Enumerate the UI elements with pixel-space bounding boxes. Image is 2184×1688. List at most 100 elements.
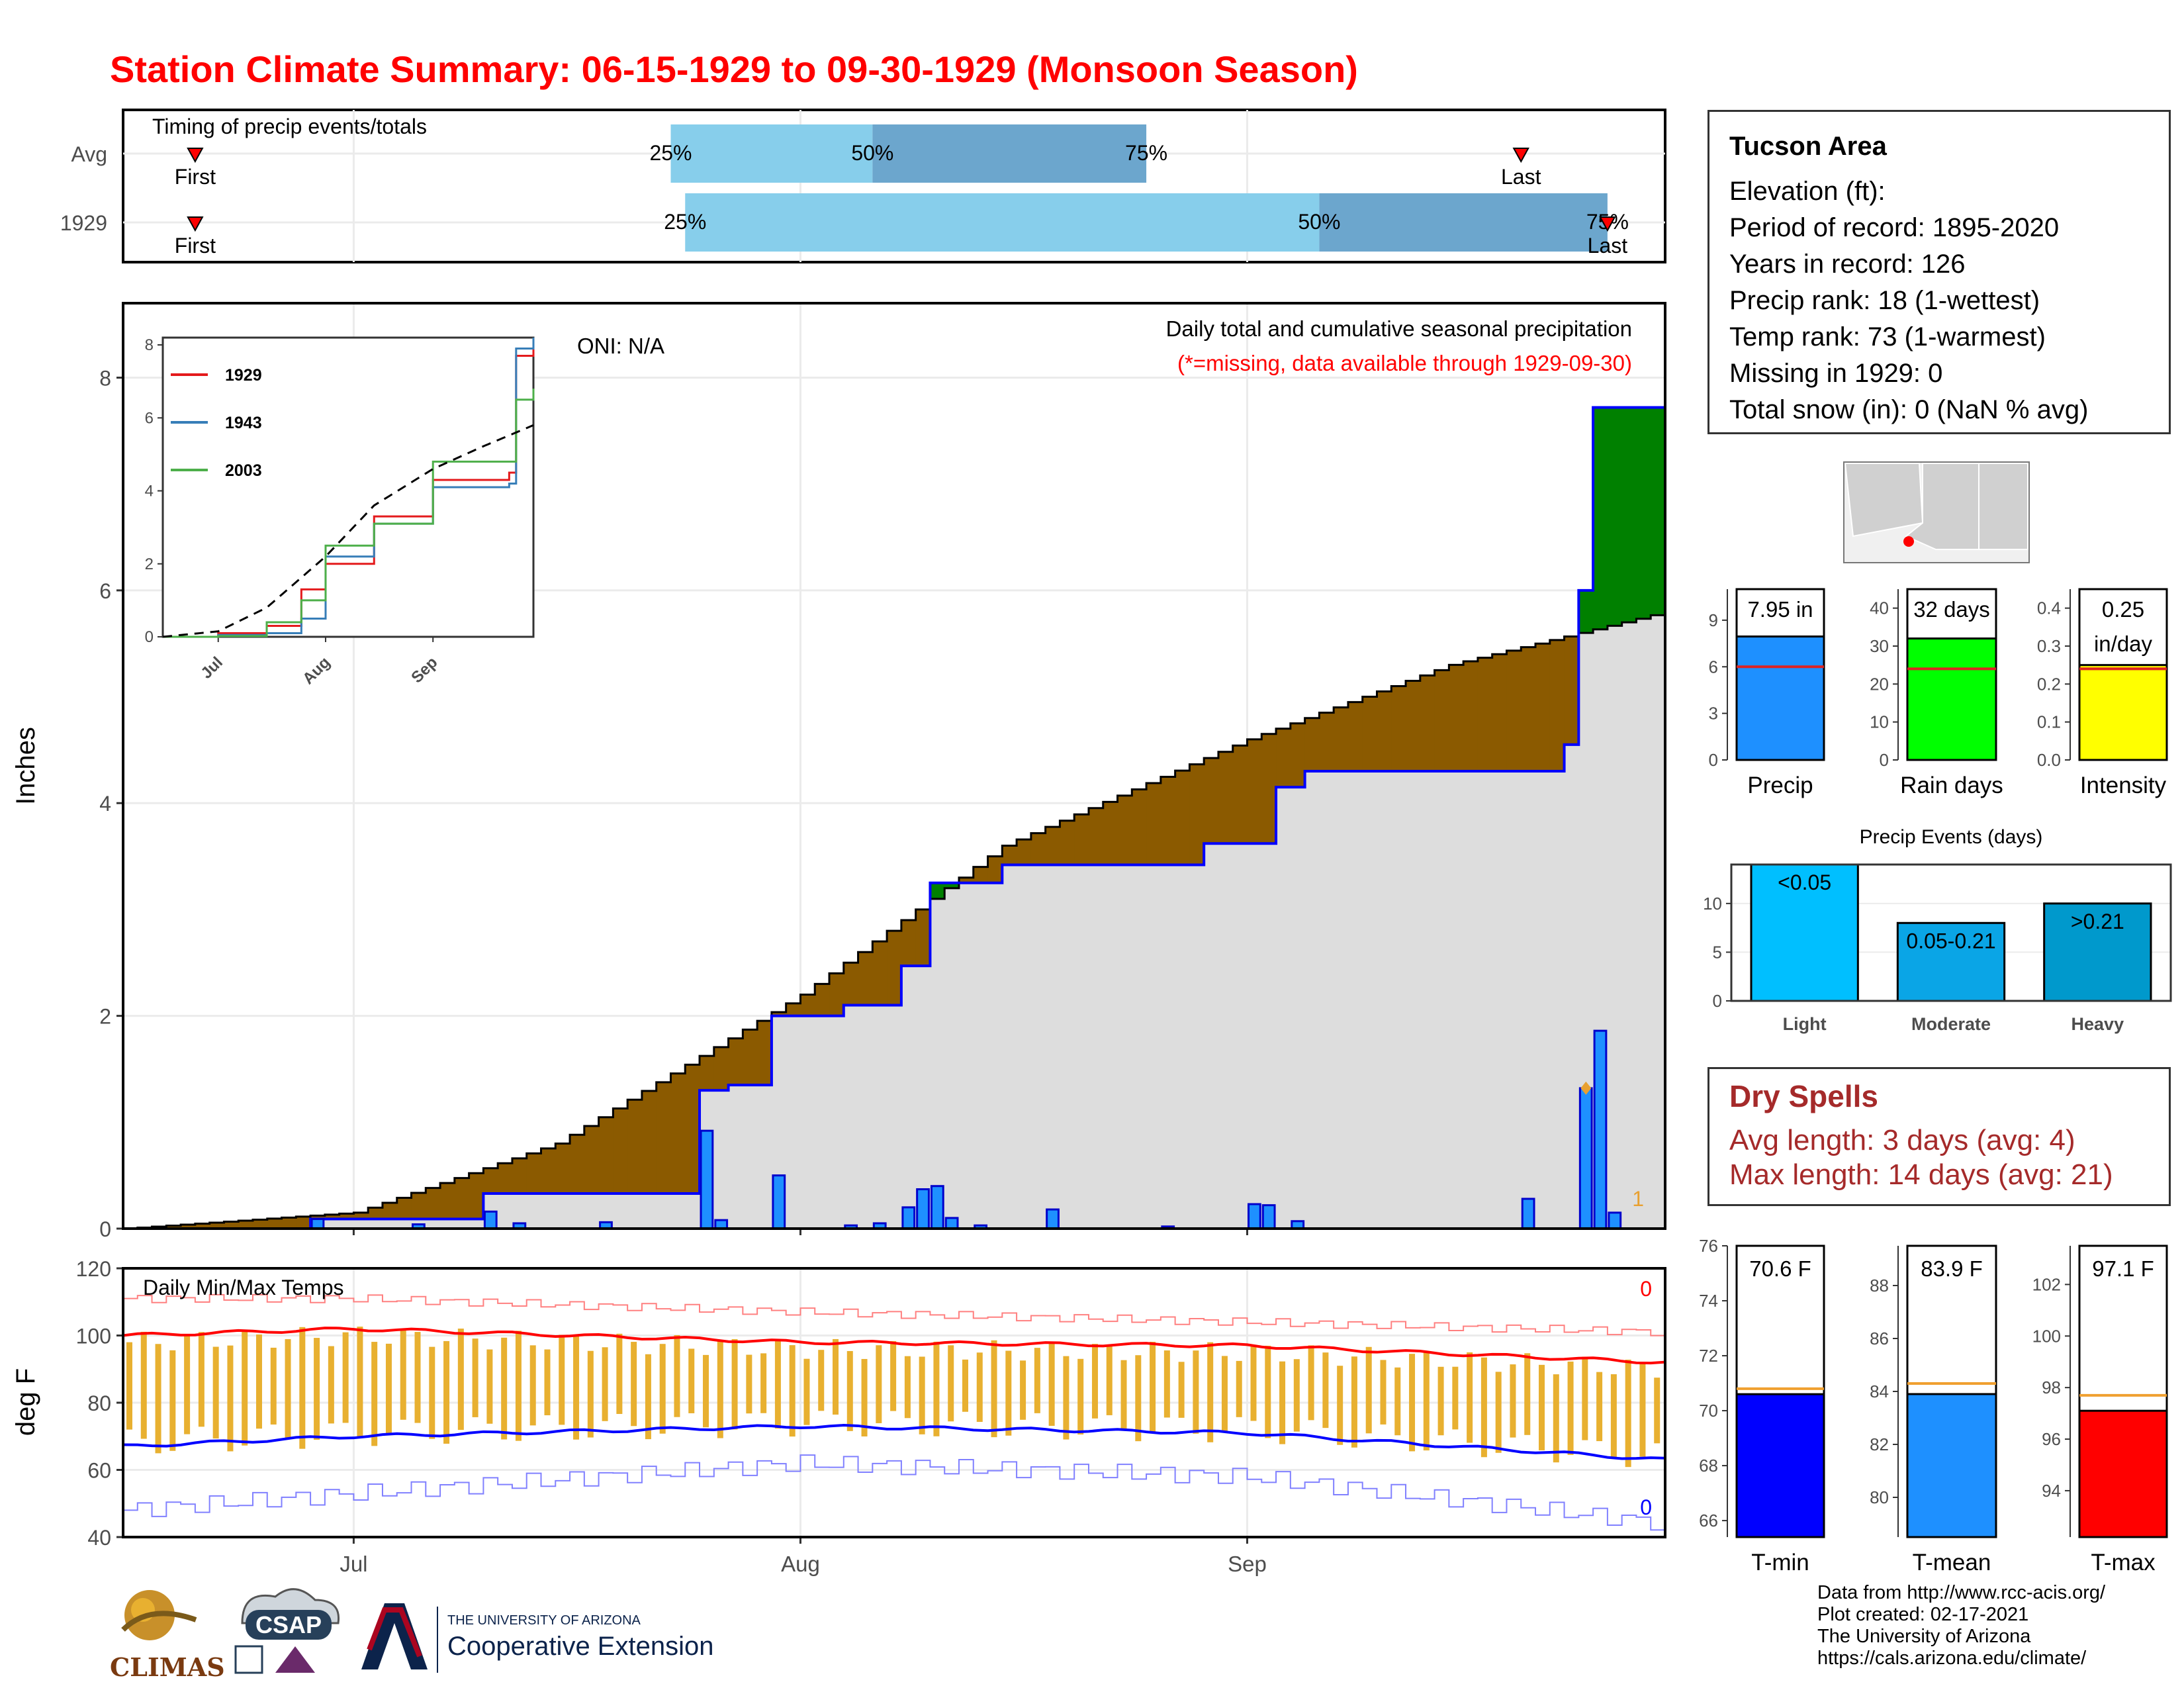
daily-temp-bar (1567, 1361, 1574, 1455)
daily-temp-bar (140, 1331, 147, 1439)
info-snow: Total snow (in): 0 (NaN % avg) (1729, 395, 2089, 424)
daily-temp-bar (1596, 1372, 1603, 1442)
daily-temp-bar (1467, 1352, 1473, 1443)
daily-temp-bar (1380, 1360, 1387, 1425)
below-average-fill (1045, 827, 1060, 865)
mini-y-tick-label: 3 (1709, 704, 1718, 724)
below-average-fill (800, 994, 815, 1016)
daily-precip-bar (310, 1218, 325, 1230)
station-location-dot (1903, 536, 1914, 547)
max-missing-count: 0 (1640, 1277, 1652, 1301)
below-average-fill (426, 1188, 441, 1219)
daily-temp-bar (674, 1335, 680, 1417)
temp-y-tick-label: 80 (87, 1391, 111, 1415)
timing-label-75: 75% (1125, 141, 1167, 165)
daily-temp-bar (242, 1330, 248, 1446)
daily-temp-bar (1394, 1367, 1401, 1436)
mini-y-tick-label: 10 (1870, 712, 1889, 732)
below-average-fill (267, 1218, 283, 1229)
daily-temp-bar (962, 1359, 968, 1412)
inset-y-tick-label: 4 (145, 483, 154, 500)
above-average-fill (1593, 407, 1608, 630)
mini-bar-category: Precip (1747, 773, 1813, 798)
daily-temp-bar (529, 1345, 536, 1426)
footer-university: The University of Arizona (1817, 1626, 2031, 1647)
daily-precip-bar (700, 1129, 714, 1230)
daily-temp-bar (746, 1354, 752, 1414)
daily-temp-bar (731, 1339, 738, 1430)
above-average-fill (1578, 590, 1594, 633)
daily-temp-bar (328, 1346, 334, 1424)
temp-bar (1735, 1393, 1825, 1538)
above-average-fill (1607, 407, 1623, 626)
below-average-fill (1319, 712, 1334, 772)
below-average-fill (584, 1125, 600, 1194)
below-average-fill (1506, 650, 1522, 772)
above-average-fill (1651, 407, 1666, 616)
mini-y-tick-label: 0.3 (2037, 636, 2061, 656)
below-average-fill (613, 1108, 628, 1194)
daily-temp-bar (1480, 1357, 1487, 1458)
temp-x-tick-label: Aug (781, 1552, 820, 1576)
below-average-fill (281, 1217, 296, 1229)
record-max-line (123, 1293, 1665, 1336)
daily-temp-bar (1639, 1362, 1646, 1457)
daily-temp-bar (1020, 1360, 1026, 1420)
dry-spells-heading: Dry Spells (1729, 1079, 1878, 1113)
daily-temp-bar (285, 1338, 291, 1438)
temp-plot-frame (122, 1267, 1666, 1538)
daily-temp-bar (1005, 1350, 1012, 1436)
below-average-fill (1463, 661, 1479, 772)
temp-bar-y-tick-label: 86 (1870, 1329, 1889, 1348)
daily-temp-bar (688, 1348, 695, 1413)
temp-bar-y-tick-label: 68 (1699, 1456, 1718, 1476)
info-temp-rank: Temp rank: 73 (1-warmest) (1729, 322, 2046, 352)
events-title: Precip Events (days) (1860, 826, 2043, 848)
daily-temp-bar (429, 1346, 435, 1439)
main-y-tick-label: 0 (99, 1217, 111, 1241)
timing-first-label: First (175, 165, 216, 189)
below-average-fill (757, 1021, 772, 1086)
map-state-nm (1978, 463, 2028, 550)
below-average-fill (1017, 839, 1032, 865)
below-average-fill (483, 1168, 498, 1194)
main-y-tick-label: 4 (99, 792, 111, 816)
footer-data-source: Data from http://www.rcc-acis.org/ (1817, 1582, 2106, 1603)
events-bar-label: <0.05 (1778, 870, 1831, 894)
daily-temp-bar (1539, 1364, 1545, 1450)
station-info-panel: Tucson Area Elevation (ft): Period of re… (1707, 110, 2171, 434)
below-average-fill (252, 1219, 268, 1229)
daily-precip-bar (1593, 1029, 1608, 1230)
temp-bar-y-tick-label: 84 (1870, 1382, 1889, 1401)
temp-bar-y-tick-label: 72 (1699, 1346, 1718, 1366)
daily-temp-bar (1106, 1345, 1113, 1415)
daily-temp-bar (1178, 1362, 1185, 1418)
below-average-fill (858, 952, 873, 1006)
events-bar (1750, 863, 1859, 1002)
csap-logo: CSAP (234, 1588, 340, 1674)
daily-precip-bar (1608, 1211, 1622, 1230)
below-average-fill (1377, 691, 1392, 772)
below-average-fill (209, 1222, 224, 1229)
daily-temp-bar (919, 1356, 925, 1434)
below-average-fill (1247, 739, 1262, 844)
temp-bar-y-tick-label: 82 (1870, 1434, 1889, 1454)
temp-bar (2078, 1409, 2168, 1538)
temp-bar-y-tick-label: 94 (2042, 1481, 2061, 1501)
below-average-fill (1060, 820, 1075, 865)
temp-y-axis-title: deg F (11, 1368, 40, 1436)
daily-temp-bar (1034, 1348, 1040, 1413)
below-average-fill (1002, 845, 1017, 865)
daily-temp-bar (616, 1333, 623, 1415)
daily-temp-bar (976, 1352, 983, 1422)
daily-temp-bar (1308, 1345, 1314, 1421)
temp-bar-y-tick-label: 74 (1699, 1291, 1718, 1311)
daily-temp-bar (1293, 1359, 1300, 1432)
daily-precip-bar (944, 1217, 959, 1230)
timing-last-label: Last (1501, 165, 1541, 189)
events-y-tick-label: 10 (1703, 894, 1722, 914)
daily-temp-bar (1524, 1353, 1531, 1435)
below-average-fill (1406, 680, 1421, 772)
daily-precip-bar (483, 1210, 498, 1230)
missing-marker (1580, 1081, 1592, 1095)
